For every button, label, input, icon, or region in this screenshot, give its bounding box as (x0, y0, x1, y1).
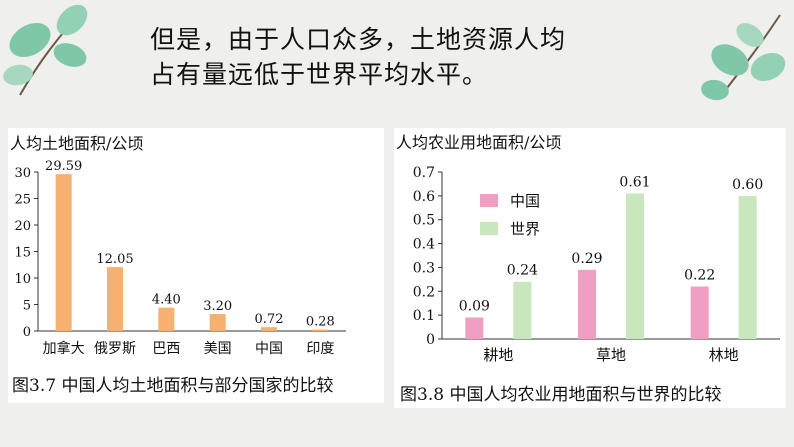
x-tick-label: 俄罗斯 (94, 341, 136, 357)
headline: 但是，由于人口众多，土地资源人均 占有量远低于世界平均水平。 (150, 22, 630, 92)
bar-中国-2 (690, 286, 709, 339)
bar-世界-1 (626, 193, 644, 339)
x-tick-label: 美国 (204, 341, 232, 357)
bar-5 (312, 329, 329, 331)
legend-label: 中国 (510, 192, 540, 210)
y-tick-label: 0.3 (413, 260, 435, 276)
y-tick-label: 0 (426, 332, 435, 348)
data-label: 3.20 (203, 299, 232, 314)
bar-中国-1 (578, 269, 596, 339)
x-tick-label: 印度 (306, 341, 334, 357)
y-tick-label: 25 (14, 193, 31, 208)
x-tick-label: 草地 (596, 346, 626, 364)
y-tick-label: 5 (23, 299, 31, 314)
bar-2 (158, 307, 175, 331)
y-tick-label: 20 (14, 219, 31, 234)
chart-agri-land-per-capita: 人均农业用地面积/公顷 0 0.1 0.2 0.3 0.4 0.5 0.6 0.7 0.09 0.2… (396, 133, 780, 364)
data-label: 4.40 (152, 293, 181, 308)
chart-panel-land: 人均土地面积/公顷 0 5 10 15 20 25 30 29.59 加拿大 12.05 俄罗斯 4.4… (8, 128, 384, 403)
data-label: 29.59 (45, 159, 82, 174)
x-tick-label: 巴西 (152, 341, 180, 357)
y-axis-title: 人均土地面积/公顷 (10, 134, 143, 153)
y-tick-label: 0.5 (413, 213, 435, 229)
legend-label: 世界 (510, 220, 540, 238)
legend-swatch-1 (480, 222, 498, 235)
bar-中国-0 (465, 317, 484, 339)
y-tick-label: 0.6 (413, 189, 435, 205)
data-label: 0.24 (507, 263, 538, 279)
bar-0 (55, 174, 72, 331)
bar-3 (209, 314, 226, 331)
y-axis-title: 人均农业用地面积/公顷 (396, 133, 561, 152)
bar-世界-0 (513, 281, 532, 339)
y-tick-label: 0.4 (413, 237, 435, 253)
y-tick-label: 30 (14, 166, 31, 181)
headline-line-2: 占有量远低于世界平均水平。 (150, 60, 489, 89)
data-label: 0.22 (684, 268, 715, 284)
x-tick-label: 加拿大 (43, 340, 85, 357)
headline-line-1: 但是，由于人口众多，土地资源人均 (150, 25, 567, 54)
x-tick-label: 林地 (709, 346, 739, 364)
data-label: 0.09 (459, 299, 490, 315)
bar-1 (107, 267, 123, 331)
x-tick-label: 中国 (255, 341, 283, 357)
chart-panel-agri: 人均农业用地面积/公顷 0 0.1 0.2 0.3 0.4 0.5 0.6 0.7 0.09 0.2… (394, 128, 786, 408)
x-tick-label: 耕地 (483, 346, 513, 364)
y-tick-label: 0.7 (413, 165, 435, 181)
chart-land-caption: 图3.7 中国人均土地面积与部分国家的比较 (12, 376, 334, 396)
y-tick-label: 0.2 (413, 284, 435, 300)
data-label: 0.29 (571, 251, 602, 267)
bar-4 (261, 327, 277, 331)
leaf-branch-left-icon (3, 4, 88, 96)
y-tick-label: 10 (14, 272, 31, 287)
data-label: 0.61 (619, 174, 650, 190)
data-label: 0.60 (732, 177, 763, 193)
y-tick-label: 15 (14, 246, 31, 261)
legend-swatch-0 (480, 194, 498, 207)
data-label: 0.28 (306, 315, 335, 330)
y-tick-label: 0 (23, 325, 31, 340)
leaf-branch-right-icon (701, 14, 786, 101)
y-tick-label: 0.1 (413, 308, 435, 324)
data-label: 12.05 (96, 252, 133, 267)
bar-世界-2 (738, 195, 757, 339)
chart-agri-caption: 图3.8 中国人均农业用地面积与世界的比较 (400, 385, 722, 405)
chart-land-per-capita: 人均土地面积/公顷 0 5 10 15 20 25 30 29.59 加拿大 12.05 俄罗斯 4.4… (10, 134, 346, 357)
data-label: 0.72 (255, 312, 284, 327)
